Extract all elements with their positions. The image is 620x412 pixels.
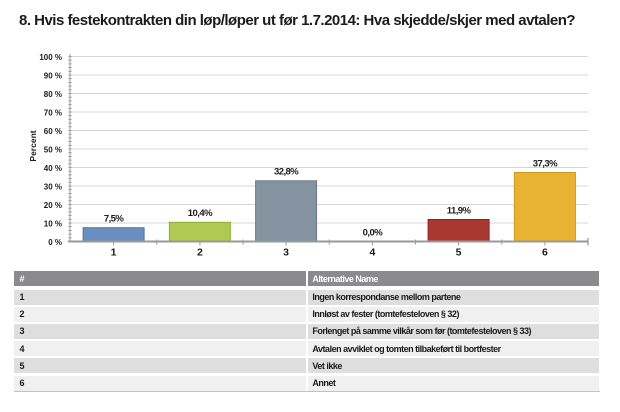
svg-text:40 %: 40 % [44, 164, 62, 173]
svg-text:10,4%: 10,4% [188, 208, 213, 219]
svg-text:2: 2 [197, 247, 203, 259]
svg-text:4: 4 [369, 247, 375, 259]
svg-text:30 %: 30 % [44, 182, 62, 191]
svg-text:90 %: 90 % [44, 71, 62, 80]
svg-text:0 %: 0 % [48, 238, 62, 247]
svg-text:80 %: 80 % [44, 90, 62, 99]
svg-text:11,9%: 11,9% [447, 205, 472, 216]
svg-text:Percent: Percent [28, 130, 38, 161]
svg-text:100 %: 100 % [39, 53, 62, 62]
svg-text:0,0%: 0,0% [363, 227, 384, 238]
svg-text:20 %: 20 % [44, 201, 62, 210]
svg-text:10 %: 10 % [44, 219, 62, 228]
svg-text:70 %: 70 % [44, 108, 62, 117]
svg-text:60 %: 60 % [44, 127, 62, 136]
svg-text:3: 3 [283, 247, 289, 259]
svg-text:7,5%: 7,5% [104, 214, 125, 225]
svg-text:6: 6 [542, 247, 548, 259]
svg-text:1: 1 [111, 247, 117, 259]
svg-text:50 %: 50 % [44, 145, 62, 154]
svg-text:37,3%: 37,3% [533, 158, 558, 169]
svg-text:32,8%: 32,8% [274, 167, 299, 178]
svg-text:5: 5 [456, 247, 462, 259]
